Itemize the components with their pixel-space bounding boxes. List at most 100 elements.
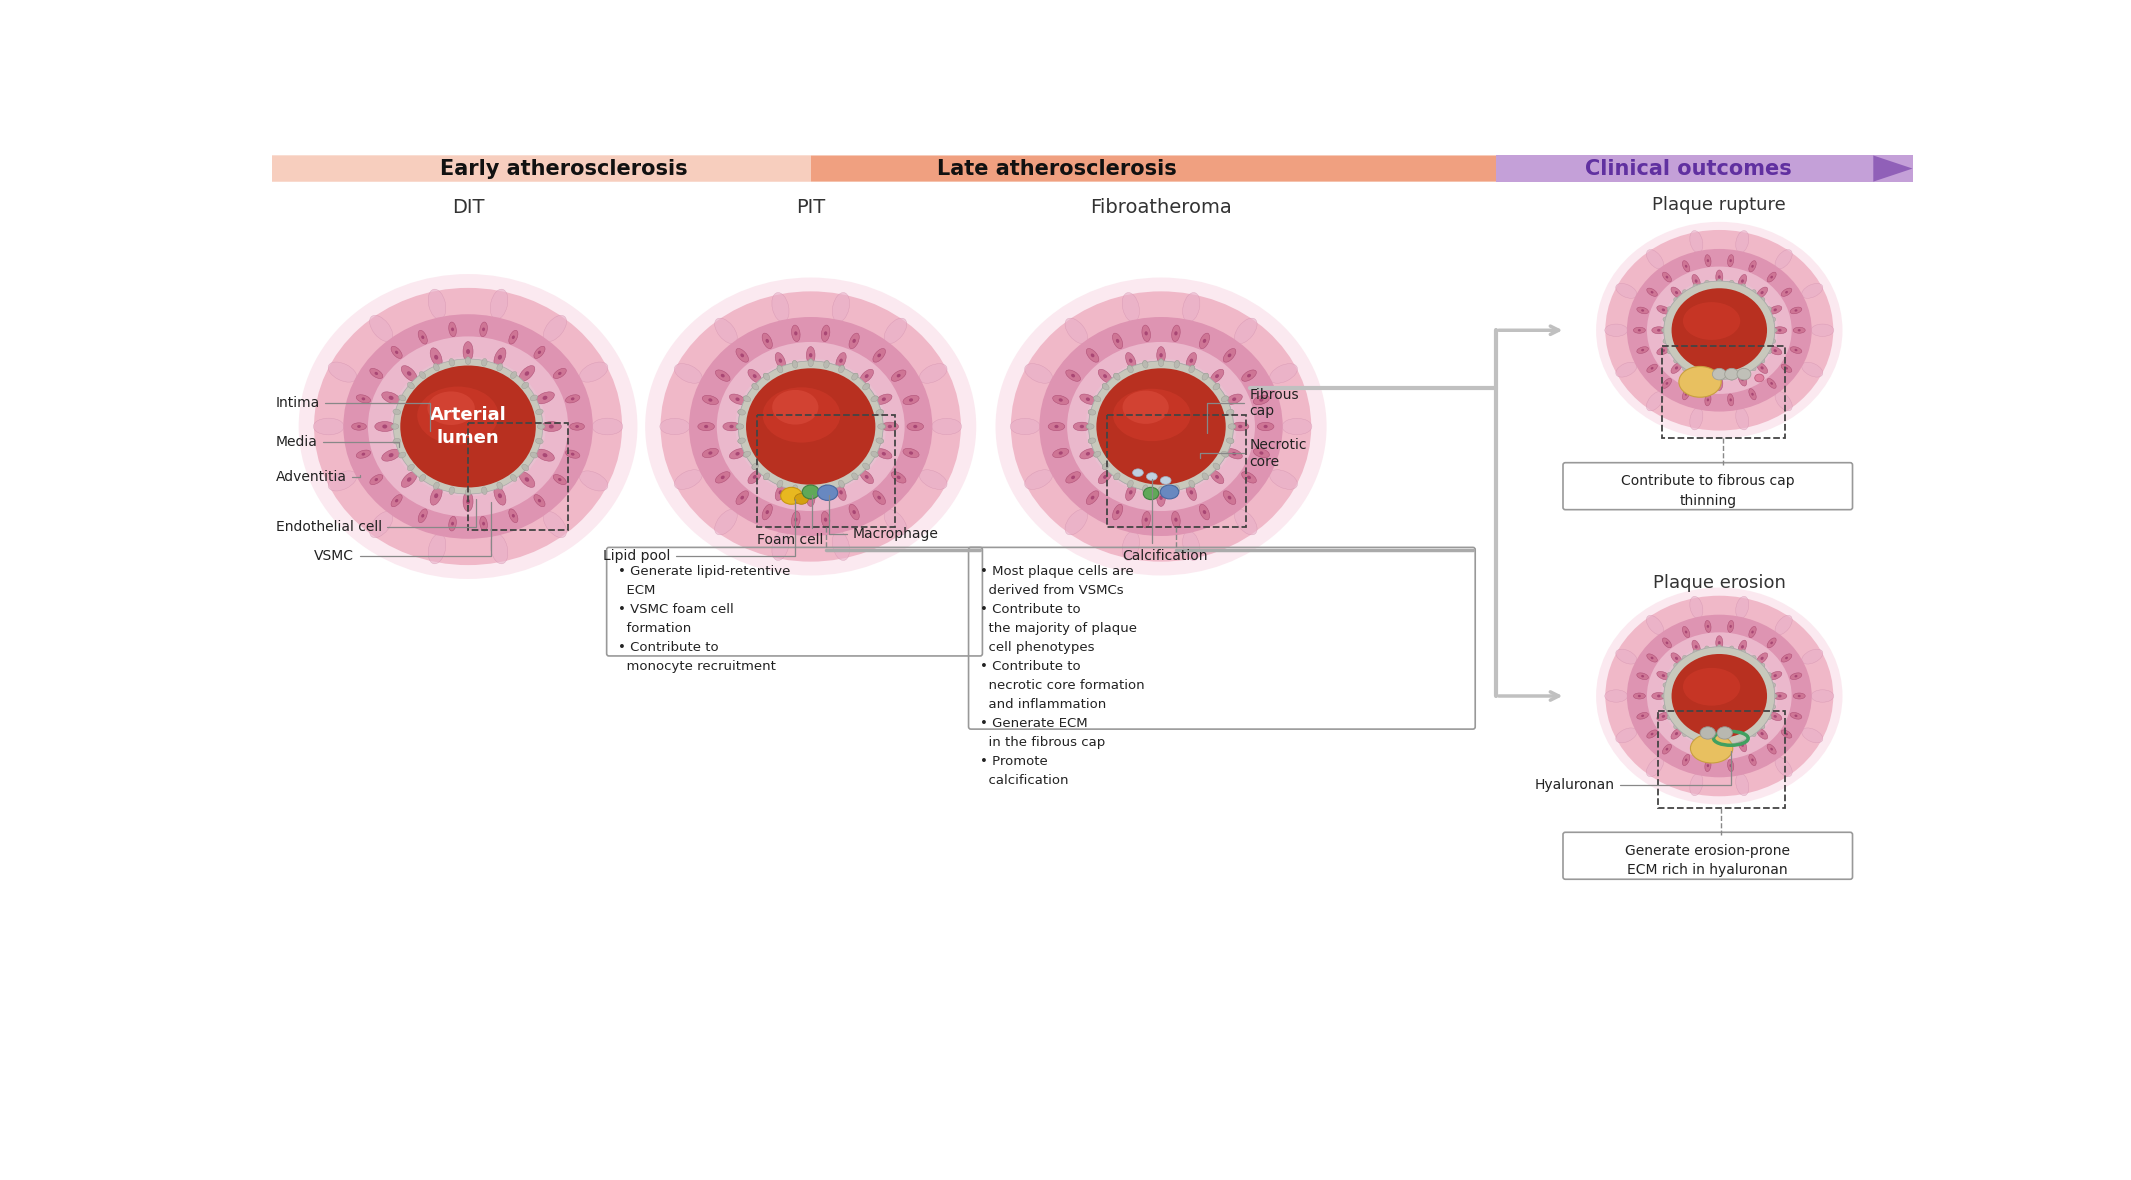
Ellipse shape (1647, 632, 1792, 760)
Ellipse shape (422, 514, 424, 518)
Ellipse shape (1089, 409, 1095, 415)
Ellipse shape (876, 394, 893, 405)
Ellipse shape (1718, 740, 1722, 747)
Ellipse shape (1213, 384, 1219, 389)
Ellipse shape (1705, 373, 1709, 380)
Ellipse shape (1259, 399, 1264, 401)
Ellipse shape (852, 373, 859, 380)
Ellipse shape (820, 511, 829, 527)
Ellipse shape (1764, 714, 1771, 720)
Ellipse shape (793, 418, 801, 433)
Ellipse shape (1247, 374, 1251, 378)
Ellipse shape (1087, 424, 1093, 430)
Text: PIT: PIT (797, 197, 825, 217)
Ellipse shape (494, 348, 505, 367)
Ellipse shape (580, 362, 607, 382)
Ellipse shape (1159, 496, 1164, 500)
Ellipse shape (1227, 424, 1236, 430)
Ellipse shape (1010, 419, 1040, 434)
Ellipse shape (450, 487, 454, 494)
Ellipse shape (1756, 728, 1767, 739)
Ellipse shape (1159, 485, 1178, 499)
Ellipse shape (752, 463, 759, 470)
Ellipse shape (1656, 347, 1671, 355)
Ellipse shape (1010, 291, 1311, 562)
Ellipse shape (735, 491, 748, 505)
Ellipse shape (1767, 379, 1775, 388)
Ellipse shape (1769, 328, 1777, 333)
Ellipse shape (1127, 366, 1134, 373)
Ellipse shape (462, 492, 473, 511)
Ellipse shape (707, 451, 712, 454)
Ellipse shape (1112, 388, 1191, 441)
Ellipse shape (1718, 644, 1722, 653)
Ellipse shape (1066, 369, 1080, 381)
Ellipse shape (714, 510, 737, 535)
Ellipse shape (1253, 448, 1270, 458)
Ellipse shape (739, 354, 744, 358)
Bar (757, 415, 895, 526)
Ellipse shape (837, 465, 852, 477)
Ellipse shape (908, 422, 923, 431)
Ellipse shape (1127, 480, 1134, 487)
Ellipse shape (1605, 230, 1833, 431)
Ellipse shape (1104, 474, 1106, 479)
Ellipse shape (1739, 373, 1747, 386)
Ellipse shape (1072, 374, 1074, 378)
Ellipse shape (1159, 486, 1164, 494)
Ellipse shape (298, 274, 637, 579)
Ellipse shape (1596, 222, 1843, 439)
Ellipse shape (1773, 674, 1777, 677)
Ellipse shape (1093, 451, 1102, 457)
Ellipse shape (482, 359, 488, 366)
Ellipse shape (497, 363, 503, 371)
Ellipse shape (769, 465, 782, 477)
Ellipse shape (428, 289, 445, 320)
Ellipse shape (1097, 369, 1112, 384)
Ellipse shape (580, 471, 607, 491)
Ellipse shape (1692, 284, 1698, 291)
Ellipse shape (1690, 407, 1703, 430)
Ellipse shape (737, 438, 746, 444)
Ellipse shape (904, 395, 918, 405)
Ellipse shape (1756, 287, 1767, 299)
Ellipse shape (729, 425, 733, 428)
Ellipse shape (1652, 291, 1654, 294)
Ellipse shape (497, 483, 503, 490)
Ellipse shape (520, 472, 535, 487)
Ellipse shape (1144, 332, 1149, 335)
Text: • Generate lipid-retentive
  ECM
• VSMC foam cell
  formation
• Contribute to
  : • Generate lipid-retentive ECM • VSMC fo… (618, 565, 791, 673)
Ellipse shape (1769, 703, 1775, 709)
Ellipse shape (1750, 655, 1756, 662)
Polygon shape (1496, 156, 1912, 182)
Ellipse shape (494, 486, 505, 505)
Ellipse shape (1666, 348, 1675, 354)
Ellipse shape (1641, 349, 1645, 352)
Ellipse shape (931, 419, 961, 434)
Ellipse shape (904, 448, 918, 458)
Ellipse shape (1718, 727, 1733, 739)
Ellipse shape (1159, 353, 1164, 358)
Ellipse shape (1089, 409, 1095, 415)
Ellipse shape (1767, 745, 1775, 754)
Ellipse shape (673, 470, 703, 490)
Ellipse shape (697, 422, 714, 431)
Ellipse shape (537, 350, 541, 354)
Ellipse shape (1662, 328, 1669, 333)
Ellipse shape (1750, 290, 1756, 296)
Ellipse shape (1683, 655, 1690, 662)
Ellipse shape (1202, 373, 1208, 380)
Ellipse shape (1647, 267, 1792, 394)
Ellipse shape (541, 421, 560, 432)
Ellipse shape (328, 471, 356, 491)
Ellipse shape (1270, 363, 1298, 384)
Ellipse shape (765, 339, 769, 343)
Ellipse shape (1752, 393, 1754, 395)
Ellipse shape (511, 474, 518, 481)
Ellipse shape (1662, 745, 1671, 754)
Ellipse shape (744, 396, 750, 401)
Ellipse shape (1123, 293, 1140, 322)
Ellipse shape (1666, 748, 1669, 750)
Ellipse shape (1225, 438, 1234, 444)
Ellipse shape (793, 361, 797, 368)
